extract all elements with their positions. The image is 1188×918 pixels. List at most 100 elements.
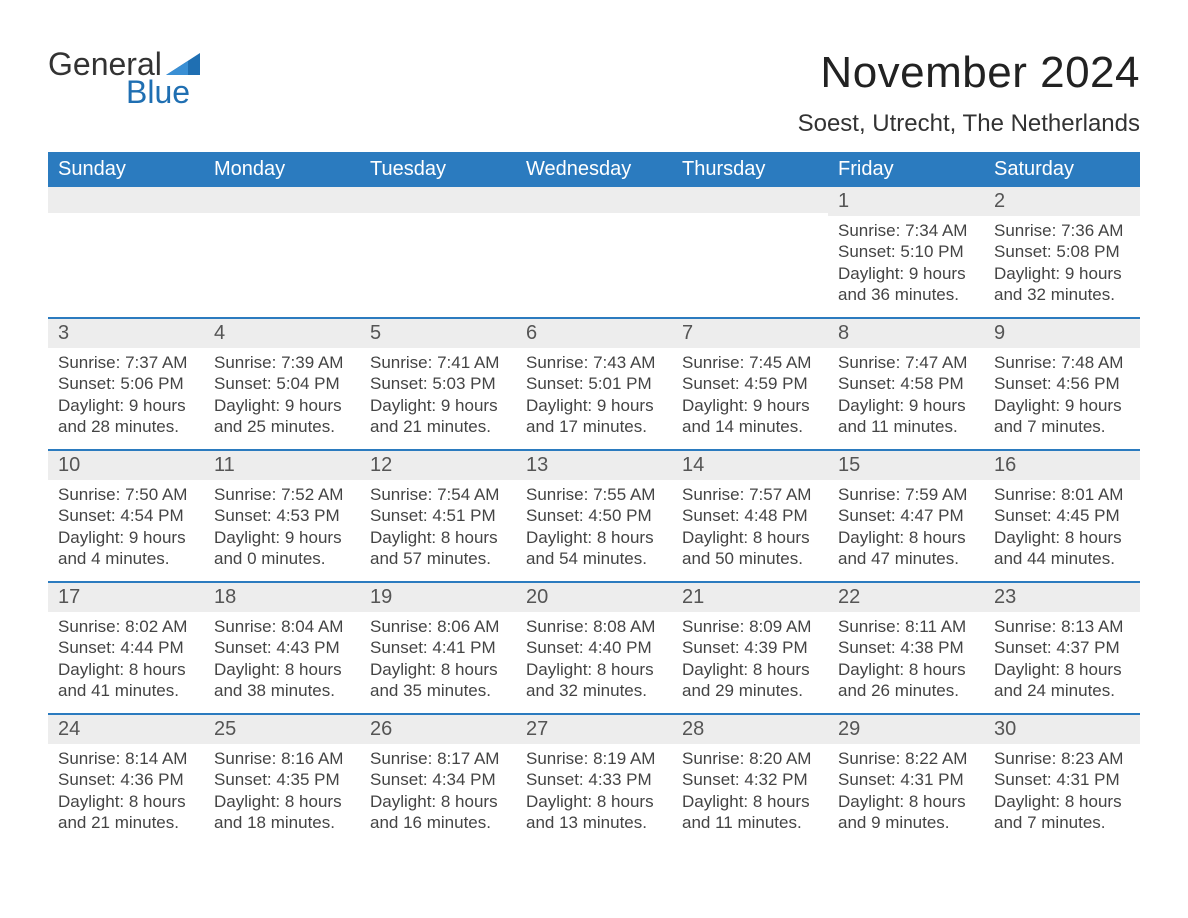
day-number <box>672 187 828 213</box>
day-number <box>48 187 204 213</box>
daylight-text-line1: Daylight: 9 hours <box>526 395 662 416</box>
sunrise-text: Sunrise: 7:52 AM <box>214 484 350 505</box>
sunset-text: Sunset: 4:37 PM <box>994 637 1130 658</box>
day-cell: 17Sunrise: 8:02 AMSunset: 4:44 PMDayligh… <box>48 583 204 713</box>
sunrise-text: Sunrise: 8:06 AM <box>370 616 506 637</box>
day-number: 18 <box>204 583 360 612</box>
sunset-text: Sunset: 4:45 PM <box>994 505 1130 526</box>
sunset-text: Sunset: 4:33 PM <box>526 769 662 790</box>
day-body: Sunrise: 8:17 AMSunset: 4:34 PMDaylight:… <box>360 744 516 845</box>
daylight-text-line2: and 47 minutes. <box>838 548 974 569</box>
day-body: Sunrise: 8:02 AMSunset: 4:44 PMDaylight:… <box>48 612 204 713</box>
daylight-text-line1: Daylight: 9 hours <box>838 263 974 284</box>
day-body: Sunrise: 8:01 AMSunset: 4:45 PMDaylight:… <box>984 480 1140 581</box>
daylight-text-line2: and 36 minutes. <box>838 284 974 305</box>
empty-cell <box>204 187 360 317</box>
day-body: Sunrise: 7:55 AMSunset: 4:50 PMDaylight:… <box>516 480 672 581</box>
day-body: Sunrise: 7:34 AMSunset: 5:10 PMDaylight:… <box>828 216 984 317</box>
day-cell: 24Sunrise: 8:14 AMSunset: 4:36 PMDayligh… <box>48 715 204 845</box>
daylight-text-line1: Daylight: 8 hours <box>994 791 1130 812</box>
logo: General Blue <box>48 48 200 108</box>
day-cell: 19Sunrise: 8:06 AMSunset: 4:41 PMDayligh… <box>360 583 516 713</box>
day-cell: 16Sunrise: 8:01 AMSunset: 4:45 PMDayligh… <box>984 451 1140 581</box>
sunset-text: Sunset: 4:39 PM <box>682 637 818 658</box>
weekday-header-cell: Thursday <box>672 152 828 187</box>
sunset-text: Sunset: 4:53 PM <box>214 505 350 526</box>
daylight-text-line2: and 44 minutes. <box>994 548 1130 569</box>
day-body: Sunrise: 7:45 AMSunset: 4:59 PMDaylight:… <box>672 348 828 449</box>
day-cell: 15Sunrise: 7:59 AMSunset: 4:47 PMDayligh… <box>828 451 984 581</box>
weekday-header-cell: Wednesday <box>516 152 672 187</box>
weekday-header-row: SundayMondayTuesdayWednesdayThursdayFrid… <box>48 152 1140 187</box>
sunset-text: Sunset: 4:32 PM <box>682 769 818 790</box>
daylight-text-line2: and 32 minutes. <box>526 680 662 701</box>
day-cell: 1Sunrise: 7:34 AMSunset: 5:10 PMDaylight… <box>828 187 984 317</box>
daylight-text-line1: Daylight: 9 hours <box>994 395 1130 416</box>
day-body: Sunrise: 8:11 AMSunset: 4:38 PMDaylight:… <box>828 612 984 713</box>
day-cell: 7Sunrise: 7:45 AMSunset: 4:59 PMDaylight… <box>672 319 828 449</box>
day-body: Sunrise: 8:08 AMSunset: 4:40 PMDaylight:… <box>516 612 672 713</box>
day-cell: 23Sunrise: 8:13 AMSunset: 4:37 PMDayligh… <box>984 583 1140 713</box>
daylight-text-line1: Daylight: 8 hours <box>370 791 506 812</box>
daylight-text-line2: and 9 minutes. <box>838 812 974 833</box>
sunrise-text: Sunrise: 7:45 AM <box>682 352 818 373</box>
day-number: 11 <box>204 451 360 480</box>
week-row: 3Sunrise: 7:37 AMSunset: 5:06 PMDaylight… <box>48 317 1140 449</box>
daylight-text-line1: Daylight: 8 hours <box>370 527 506 548</box>
day-number: 21 <box>672 583 828 612</box>
daylight-text-line1: Daylight: 9 hours <box>214 527 350 548</box>
day-number: 27 <box>516 715 672 744</box>
day-number: 20 <box>516 583 672 612</box>
weekday-header-cell: Sunday <box>48 152 204 187</box>
sunset-text: Sunset: 5:04 PM <box>214 373 350 394</box>
sunrise-text: Sunrise: 8:20 AM <box>682 748 818 769</box>
day-cell: 25Sunrise: 8:16 AMSunset: 4:35 PMDayligh… <box>204 715 360 845</box>
daylight-text-line1: Daylight: 8 hours <box>58 659 194 680</box>
empty-cell <box>672 187 828 317</box>
day-number: 24 <box>48 715 204 744</box>
day-body: Sunrise: 7:52 AMSunset: 4:53 PMDaylight:… <box>204 480 360 581</box>
day-cell: 20Sunrise: 8:08 AMSunset: 4:40 PMDayligh… <box>516 583 672 713</box>
day-cell: 27Sunrise: 8:19 AMSunset: 4:33 PMDayligh… <box>516 715 672 845</box>
daylight-text-line2: and 13 minutes. <box>526 812 662 833</box>
sunrise-text: Sunrise: 8:08 AM <box>526 616 662 637</box>
daylight-text-line1: Daylight: 9 hours <box>58 395 194 416</box>
day-number: 1 <box>828 187 984 216</box>
day-cell: 28Sunrise: 8:20 AMSunset: 4:32 PMDayligh… <box>672 715 828 845</box>
day-cell: 22Sunrise: 8:11 AMSunset: 4:38 PMDayligh… <box>828 583 984 713</box>
daylight-text-line1: Daylight: 9 hours <box>994 263 1130 284</box>
day-cell: 14Sunrise: 7:57 AMSunset: 4:48 PMDayligh… <box>672 451 828 581</box>
sunrise-text: Sunrise: 7:37 AM <box>58 352 194 373</box>
empty-cell <box>360 187 516 317</box>
sunrise-text: Sunrise: 8:19 AM <box>526 748 662 769</box>
logo-text-bottom: Blue <box>126 76 200 108</box>
daylight-text-line2: and 21 minutes. <box>58 812 194 833</box>
day-body: Sunrise: 7:48 AMSunset: 4:56 PMDaylight:… <box>984 348 1140 449</box>
sunrise-text: Sunrise: 7:36 AM <box>994 220 1130 241</box>
sunset-text: Sunset: 4:44 PM <box>58 637 194 658</box>
sunset-text: Sunset: 4:38 PM <box>838 637 974 658</box>
day-body: Sunrise: 7:36 AMSunset: 5:08 PMDaylight:… <box>984 216 1140 317</box>
sunset-text: Sunset: 4:51 PM <box>370 505 506 526</box>
daylight-text-line2: and 41 minutes. <box>58 680 194 701</box>
day-cell: 9Sunrise: 7:48 AMSunset: 4:56 PMDaylight… <box>984 319 1140 449</box>
calendar: SundayMondayTuesdayWednesdayThursdayFrid… <box>48 152 1140 845</box>
sunset-text: Sunset: 4:56 PM <box>994 373 1130 394</box>
day-body: Sunrise: 8:06 AMSunset: 4:41 PMDaylight:… <box>360 612 516 713</box>
daylight-text-line2: and 35 minutes. <box>370 680 506 701</box>
day-number: 22 <box>828 583 984 612</box>
sunset-text: Sunset: 5:10 PM <box>838 241 974 262</box>
header: General Blue November 2024 Soest, Utrech… <box>48 48 1140 138</box>
daylight-text-line2: and 11 minutes. <box>838 416 974 437</box>
daylight-text-line2: and 26 minutes. <box>838 680 974 701</box>
daylight-text-line1: Daylight: 9 hours <box>370 395 506 416</box>
week-row: 1Sunrise: 7:34 AMSunset: 5:10 PMDaylight… <box>48 187 1140 317</box>
sunrise-text: Sunrise: 7:39 AM <box>214 352 350 373</box>
weekday-header-cell: Tuesday <box>360 152 516 187</box>
daylight-text-line2: and 24 minutes. <box>994 680 1130 701</box>
sunrise-text: Sunrise: 7:55 AM <box>526 484 662 505</box>
sunset-text: Sunset: 4:35 PM <box>214 769 350 790</box>
weekday-header-cell: Monday <box>204 152 360 187</box>
daylight-text-line2: and 11 minutes. <box>682 812 818 833</box>
sunset-text: Sunset: 5:03 PM <box>370 373 506 394</box>
